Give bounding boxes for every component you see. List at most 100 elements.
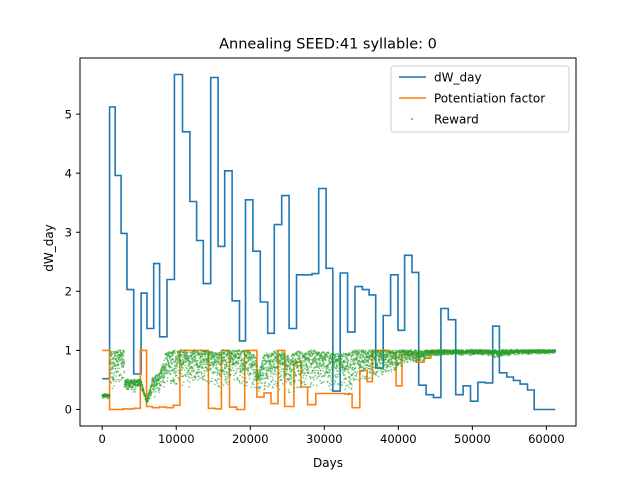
reward-point <box>348 372 350 374</box>
reward-point <box>263 378 265 380</box>
reward-point <box>359 373 361 375</box>
reward-point <box>112 353 114 355</box>
reward-point <box>118 350 120 352</box>
reward-point <box>335 353 337 355</box>
reward-point <box>313 349 315 351</box>
reward-point <box>132 386 134 388</box>
reward-point <box>316 360 318 362</box>
reward-point <box>341 358 343 360</box>
reward-point <box>111 351 113 353</box>
reward-point <box>333 383 335 385</box>
reward-point <box>325 357 327 359</box>
reward-point <box>332 380 334 382</box>
reward-point <box>377 370 379 372</box>
reward-point <box>201 362 203 364</box>
reward-point <box>285 381 287 383</box>
reward-point <box>271 380 273 382</box>
reward-point <box>227 376 229 378</box>
reward-point <box>211 380 213 382</box>
reward-point <box>253 379 255 381</box>
reward-point <box>255 372 257 374</box>
reward-point <box>373 370 375 372</box>
reward-point <box>155 391 157 393</box>
reward-point <box>155 388 157 390</box>
reward-point <box>198 375 200 377</box>
reward-point <box>182 385 184 387</box>
reward-point <box>344 370 346 372</box>
reward-point <box>172 354 174 356</box>
reward-point <box>144 395 146 397</box>
reward-point <box>270 364 272 366</box>
reward-point <box>330 369 332 371</box>
reward-point <box>349 376 351 378</box>
reward-point <box>228 381 230 383</box>
reward-point <box>162 363 164 365</box>
reward-point <box>294 372 296 374</box>
reward-point <box>337 376 339 378</box>
reward-point <box>113 371 115 373</box>
reward-point <box>189 363 191 365</box>
reward-point <box>118 381 120 383</box>
reward-point <box>298 371 300 373</box>
reward-point <box>270 362 272 364</box>
reward-point <box>151 392 153 394</box>
reward-point <box>115 354 117 356</box>
reward-point <box>203 363 205 365</box>
reward-point <box>353 361 355 363</box>
reward-point <box>311 367 313 369</box>
reward-point <box>264 388 266 390</box>
reward-point <box>277 381 279 383</box>
reward-point <box>267 386 269 388</box>
reward-point <box>218 369 220 371</box>
reward-point <box>395 350 397 352</box>
reward-point <box>187 363 189 365</box>
reward-point <box>221 387 223 389</box>
reward-point <box>360 378 362 380</box>
reward-point <box>174 379 176 381</box>
reward-point <box>382 355 384 357</box>
reward-point <box>292 357 294 359</box>
reward-point <box>111 382 113 384</box>
reward-point <box>349 354 351 356</box>
reward-point <box>334 380 336 382</box>
reward-point <box>235 373 237 375</box>
reward-point <box>311 382 313 384</box>
reward-point <box>316 364 318 366</box>
reward-point <box>295 362 297 364</box>
reward-point <box>253 354 255 356</box>
reward-point <box>223 360 225 362</box>
reward-point <box>200 364 202 366</box>
reward-point <box>305 362 307 364</box>
reward-point <box>134 389 136 391</box>
reward-point <box>294 379 296 381</box>
reward-point <box>404 361 406 363</box>
reward-point <box>117 351 119 353</box>
reward-point <box>300 380 302 382</box>
reward-point <box>118 379 120 381</box>
reward-point <box>291 377 293 379</box>
reward-point <box>353 379 355 381</box>
reward-point <box>363 349 365 351</box>
reward-point <box>246 382 248 384</box>
reward-point <box>191 377 193 379</box>
reward-point <box>233 375 235 377</box>
reward-point <box>218 379 220 381</box>
reward-point <box>342 356 344 358</box>
reward-point <box>272 387 274 389</box>
reward-point <box>299 373 301 375</box>
reward-point <box>263 364 265 366</box>
reward-point <box>375 360 377 362</box>
reward-point <box>308 372 310 374</box>
reward-point <box>283 373 285 375</box>
reward-point <box>203 370 205 372</box>
reward-point <box>339 356 341 358</box>
reward-point <box>188 356 190 358</box>
reward-point <box>202 355 204 357</box>
reward-point <box>314 375 316 377</box>
reward-point <box>194 353 196 355</box>
reward-point <box>214 362 216 364</box>
reward-point <box>174 361 176 363</box>
reward-point <box>149 397 151 399</box>
reward-point <box>387 356 389 358</box>
reward-point <box>372 378 374 380</box>
